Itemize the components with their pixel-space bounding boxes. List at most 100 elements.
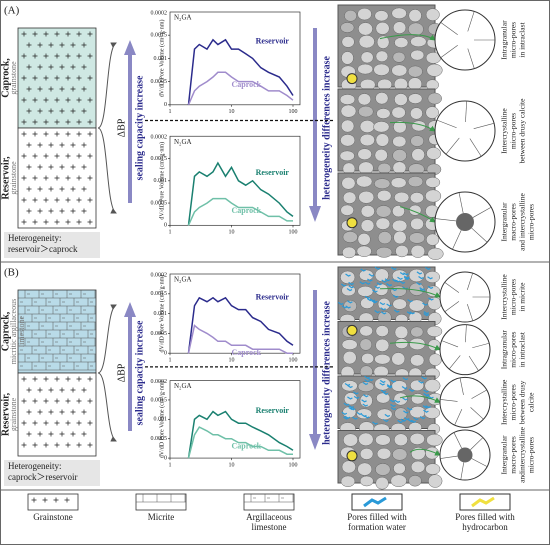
grain bbox=[407, 65, 423, 78]
pattern-cross bbox=[87, 131, 93, 137]
grain bbox=[391, 269, 408, 282]
pattern-cross bbox=[65, 376, 71, 382]
grain bbox=[409, 432, 425, 445]
x-tick-label: 1 bbox=[169, 109, 172, 115]
grain bbox=[394, 93, 408, 106]
pattern-cross bbox=[48, 387, 54, 393]
legend-label: hydrocarbon bbox=[462, 522, 508, 532]
legend-label: Pores filled with bbox=[347, 512, 407, 522]
pattern-cross bbox=[76, 376, 82, 382]
heterogeneity-text: reservoir＞caprock bbox=[8, 244, 78, 254]
pore-text: Intercrystalline bbox=[500, 274, 509, 320]
pattern-cross bbox=[48, 142, 54, 148]
grain bbox=[408, 9, 422, 23]
grain bbox=[375, 463, 391, 476]
pattern-cross bbox=[43, 153, 49, 159]
crystal-edge bbox=[436, 119, 457, 129]
pattern-cross bbox=[54, 31, 60, 37]
water-pore bbox=[390, 406, 397, 411]
pattern-cross bbox=[70, 387, 76, 393]
series-label: Caprock bbox=[231, 80, 261, 89]
y-top-label: 0.0002 bbox=[151, 272, 168, 278]
grain bbox=[357, 148, 372, 161]
pattern-cross bbox=[70, 64, 76, 70]
water-pore bbox=[386, 283, 392, 287]
grain bbox=[408, 232, 426, 244]
water-pore bbox=[353, 391, 359, 395]
pattern-cross bbox=[76, 75, 82, 81]
grain bbox=[340, 270, 356, 284]
grain bbox=[356, 245, 372, 257]
pattern-cross bbox=[87, 442, 93, 448]
water-pore bbox=[407, 299, 413, 303]
water-pore bbox=[347, 384, 353, 389]
grain bbox=[358, 161, 374, 175]
crystal-edge bbox=[470, 407, 484, 420]
pattern-cross bbox=[54, 175, 60, 181]
grain bbox=[424, 270, 441, 284]
pattern-cross bbox=[26, 409, 32, 415]
water-pore bbox=[380, 311, 387, 315]
pattern-cross bbox=[70, 108, 76, 114]
grain bbox=[393, 392, 408, 406]
grain bbox=[374, 268, 389, 282]
crystal-edge bbox=[470, 437, 484, 450]
brace bbox=[97, 372, 117, 442]
water-pore bbox=[428, 297, 434, 301]
pattern-cross bbox=[26, 142, 32, 148]
y-tick-label: 0 bbox=[164, 455, 167, 461]
water-pore bbox=[397, 419, 403, 424]
water-pore bbox=[348, 281, 354, 286]
pattern-cross bbox=[37, 108, 43, 114]
water-pore bbox=[391, 287, 397, 292]
water-pore bbox=[421, 376, 427, 380]
pattern-cross bbox=[26, 42, 32, 48]
pattern-cross bbox=[65, 398, 71, 404]
water-pore bbox=[379, 382, 385, 386]
pore-text: macro-pores bbox=[509, 203, 518, 241]
chart-label: N₂GA bbox=[174, 276, 192, 284]
grain bbox=[407, 176, 424, 188]
crystal-edge bbox=[454, 409, 463, 426]
rock-label: limestone bbox=[17, 316, 26, 348]
y-tick-label: 0.0005 bbox=[151, 79, 168, 85]
grain bbox=[410, 217, 424, 231]
crystal-edge bbox=[472, 206, 492, 218]
grain bbox=[424, 379, 441, 393]
rock-layer bbox=[17, 372, 97, 457]
pattern-cross bbox=[54, 442, 60, 448]
pattern-cross bbox=[65, 219, 71, 225]
x-tick-label: 100 bbox=[288, 230, 297, 236]
rock-label: Reservoir, bbox=[0, 392, 11, 436]
grain bbox=[340, 119, 355, 133]
rock-label: grainstone bbox=[9, 61, 18, 95]
pattern-cross bbox=[81, 64, 87, 70]
pattern-cross bbox=[48, 164, 54, 170]
y-top-label: 0.0002 bbox=[151, 379, 168, 385]
grain bbox=[342, 191, 357, 204]
grain bbox=[342, 246, 356, 259]
sealing-arrowhead bbox=[124, 302, 136, 317]
pattern-cross bbox=[54, 97, 60, 103]
y-tick-label: 0 bbox=[164, 351, 167, 357]
water-pore bbox=[382, 418, 389, 423]
water-pore bbox=[423, 389, 429, 393]
grain bbox=[375, 21, 390, 35]
water-pore bbox=[402, 377, 409, 381]
crystal-edge bbox=[440, 455, 458, 459]
pattern-cross bbox=[43, 398, 49, 404]
grain bbox=[410, 379, 425, 392]
y-axis-label: dV/dD Pore Volume (cm³/g·nm) bbox=[158, 142, 165, 220]
sealing-arrowhead bbox=[124, 40, 136, 55]
pore-text: micro-pores bbox=[527, 204, 536, 240]
water-pore bbox=[419, 415, 426, 420]
water-pore bbox=[376, 282, 383, 286]
water-pore bbox=[345, 273, 351, 277]
grain bbox=[377, 231, 392, 245]
water-pore bbox=[337, 301, 344, 306]
grain bbox=[392, 135, 407, 148]
pattern-cross bbox=[59, 387, 65, 393]
pattern-cross bbox=[21, 53, 27, 59]
water-pore bbox=[382, 391, 389, 396]
water-pore bbox=[418, 276, 424, 280]
